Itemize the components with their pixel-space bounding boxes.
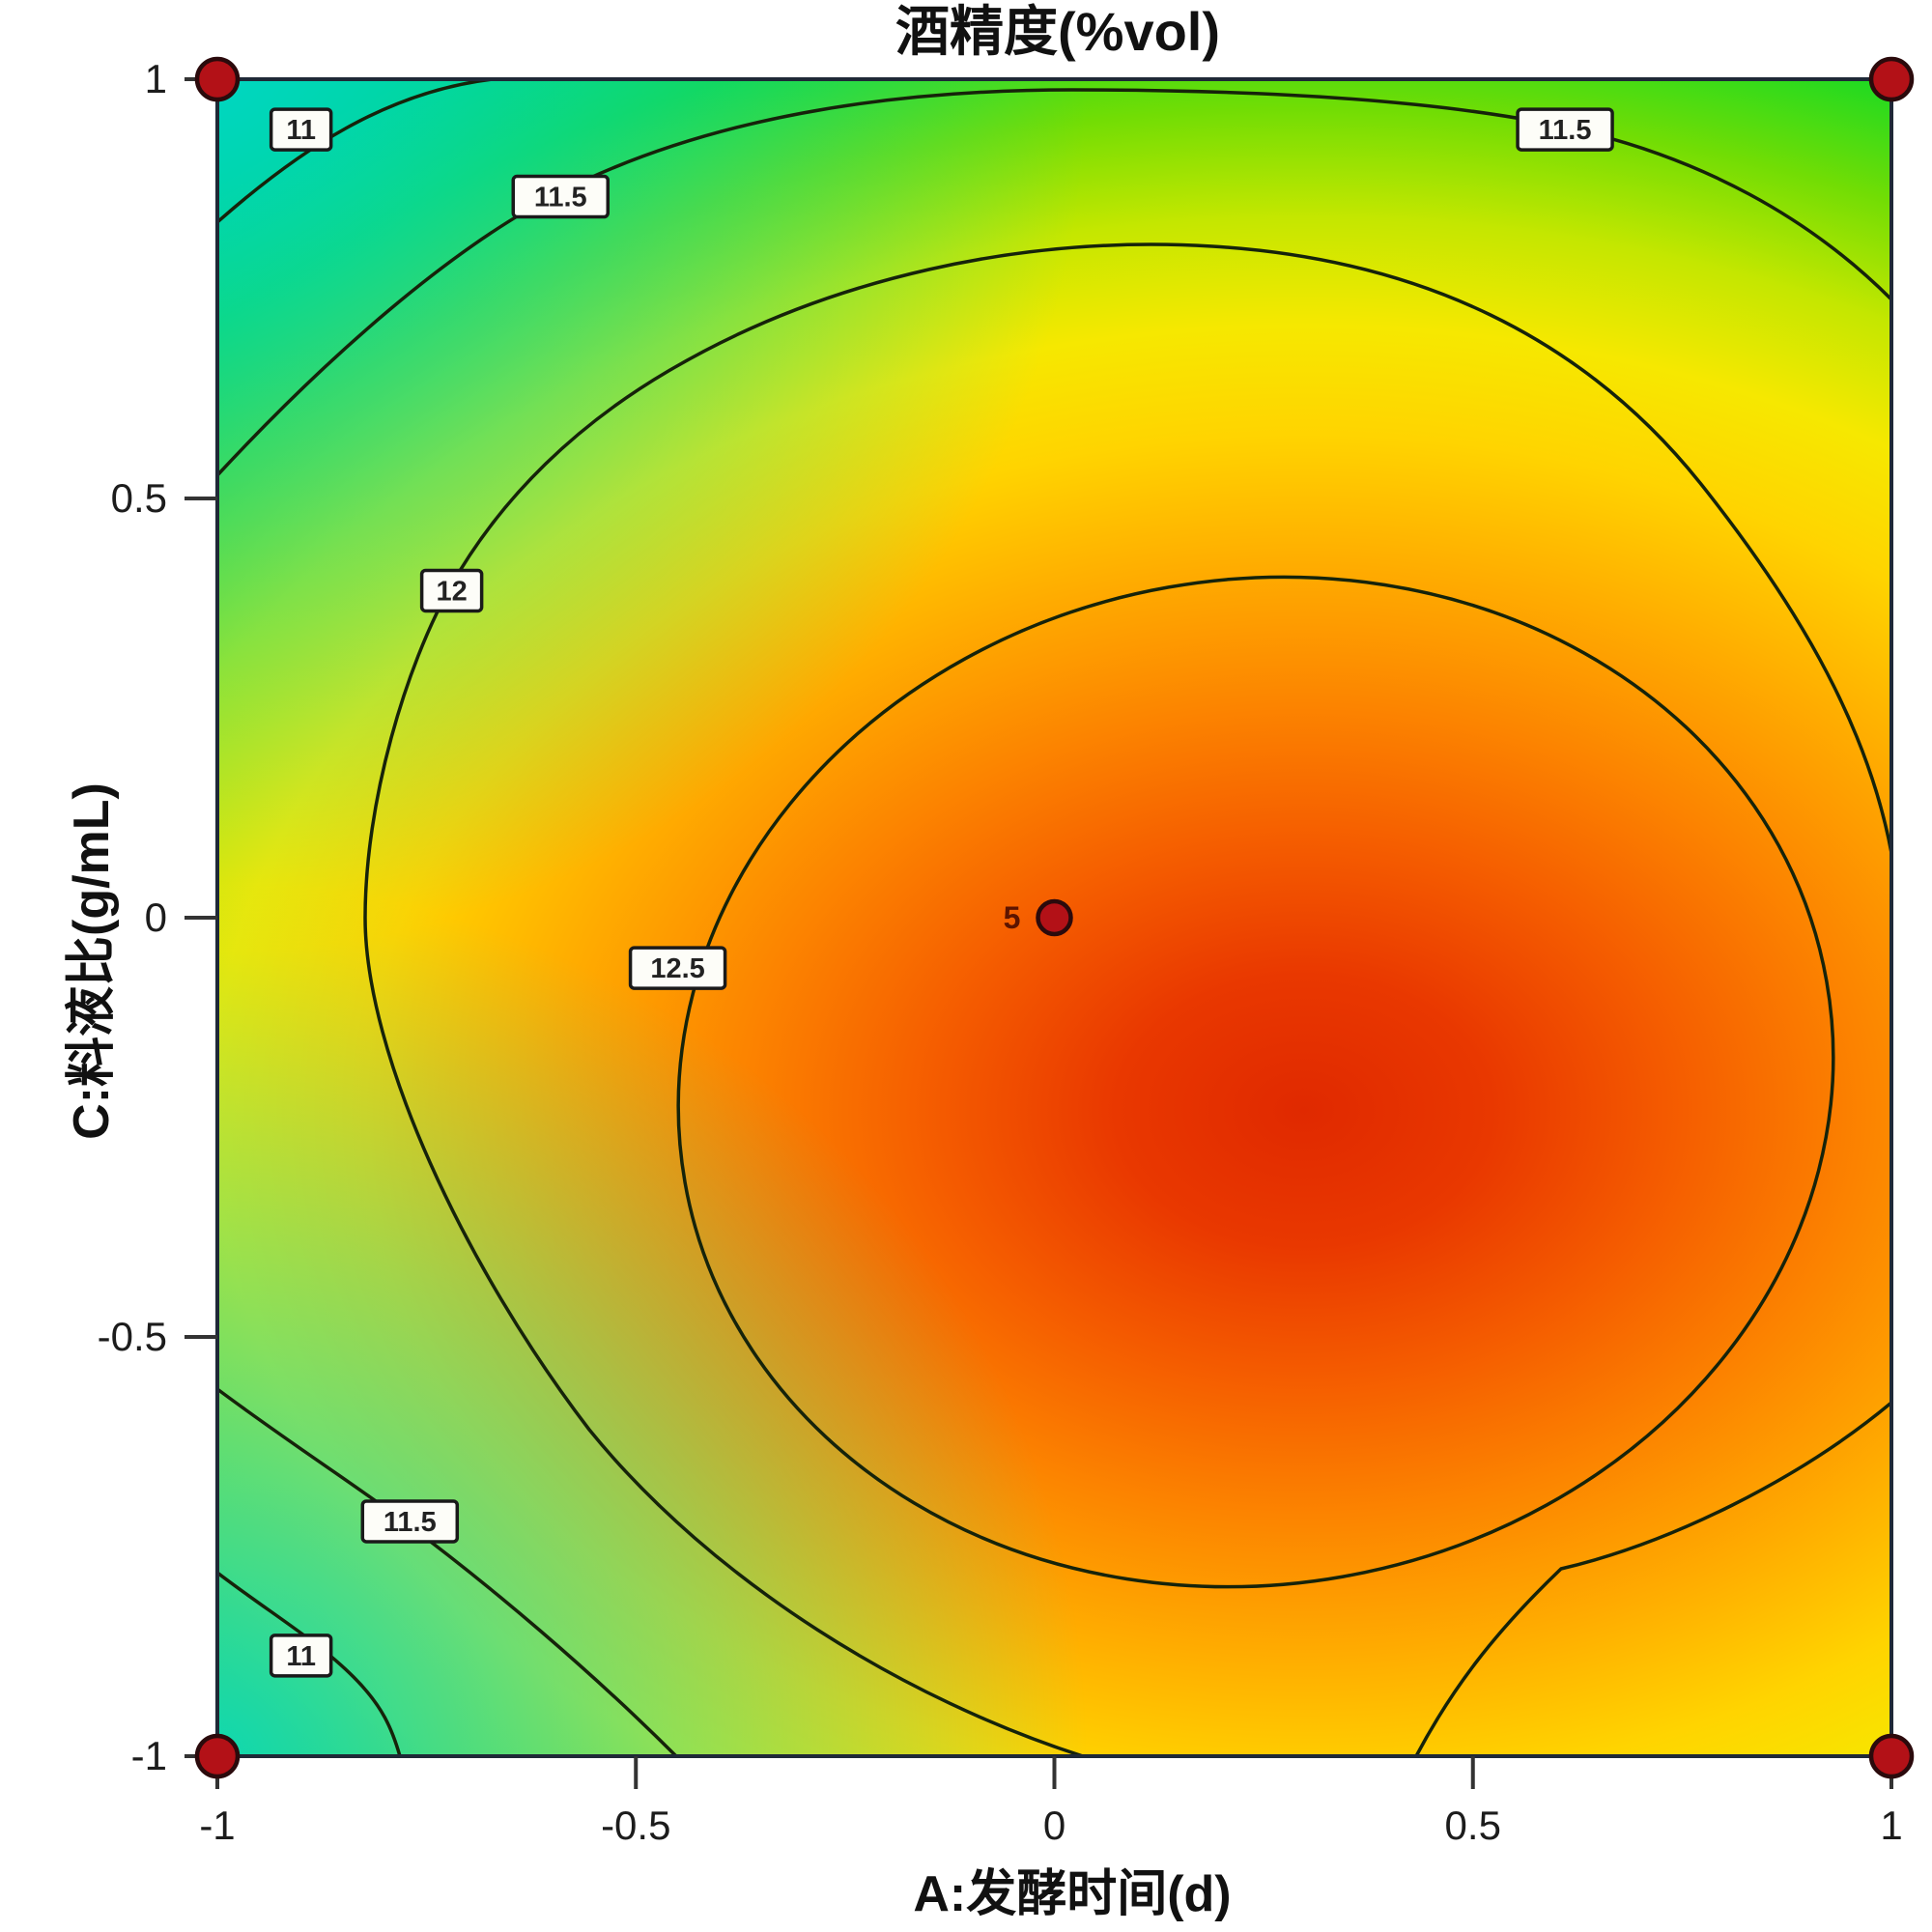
x-tick-label: -1 <box>199 1803 235 1848</box>
contour-label-box <box>628 946 727 990</box>
x-axis-ticks: -1 -0.5 0 0.5 1 <box>199 1756 1903 1848</box>
y-tick-label: -1 <box>131 1733 167 1778</box>
contour-label-value: 11.5 <box>1539 115 1592 146</box>
contour-label-value: 11 <box>286 1641 316 1672</box>
contour-line-12-corner <box>1414 1401 1891 1756</box>
contour-labels: 11 11.5 11.5 12 12.5 11.5 11 <box>269 107 1614 1678</box>
x-tick-label: 1 <box>1880 1803 1902 1848</box>
contour-label-box <box>269 107 333 152</box>
contour-label-box <box>360 1499 460 1544</box>
y-tick-label: 0 <box>145 895 167 940</box>
contour-line-12-main <box>363 242 1891 1756</box>
x-axis-label: A:发酵时间(d) <box>913 1866 1231 1922</box>
contour-label-value: 11.5 <box>534 183 587 213</box>
design-point <box>194 1733 241 1779</box>
y-tick-label: -0.5 <box>98 1314 167 1359</box>
y-tick-label: 0.5 <box>111 475 167 521</box>
design-point-count: 5 <box>1004 900 1021 935</box>
contour-label-value: 11 <box>286 115 316 146</box>
contour-line-11p5-top <box>217 88 1891 477</box>
chart-title: 酒精度(%vol) <box>895 1 1220 62</box>
contour-label-box <box>1516 107 1614 152</box>
contour-label-box <box>511 174 611 219</box>
contour-label-value: 11.5 <box>384 1507 437 1538</box>
contour-label-box <box>269 1634 333 1678</box>
contour-label-value: 12.5 <box>650 953 704 984</box>
y-axis-ticks: 1 0.5 0 -0.5 -1 <box>98 56 217 1778</box>
contour-line-12p5 <box>676 575 1835 1589</box>
y-axis-label: C:料液比(g/mL) <box>64 782 120 1140</box>
x-tick-label: 0 <box>1043 1803 1065 1848</box>
contour-label-box <box>419 568 484 613</box>
design-point <box>1868 56 1915 102</box>
contour-label-value: 12 <box>436 576 467 607</box>
x-tick-label: 0.5 <box>1445 1803 1501 1848</box>
y-tick-label: 1 <box>145 56 167 101</box>
design-point <box>194 56 241 102</box>
contour-line-11-topleft <box>217 79 494 224</box>
design-points: 5 <box>194 56 1915 1779</box>
x-tick-label: -0.5 <box>601 1803 670 1848</box>
design-point <box>1036 898 1073 937</box>
contour-line-11-bottomleft <box>217 1571 402 1756</box>
design-point <box>1868 1733 1915 1779</box>
